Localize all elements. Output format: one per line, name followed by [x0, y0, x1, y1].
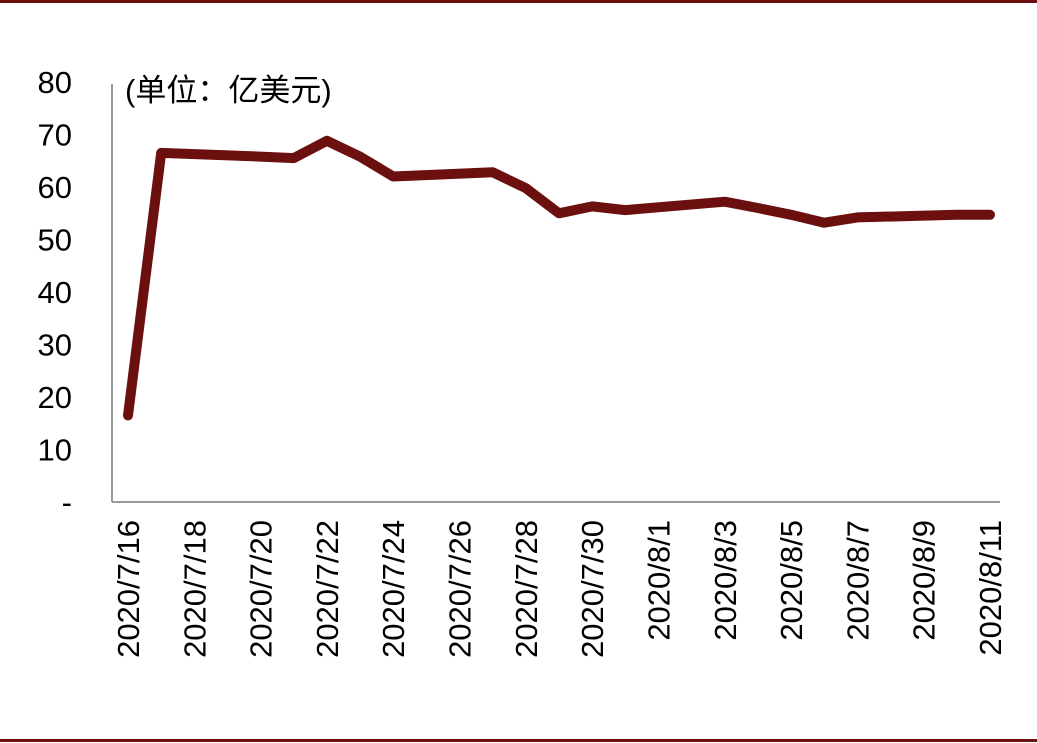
- y-tick-label: -: [62, 485, 72, 520]
- x-tick-label: 2020/7/24: [376, 520, 411, 658]
- x-tick-label: 2020/7/28: [509, 520, 544, 658]
- x-tick-label: 2020/7/30: [575, 520, 610, 658]
- unit-label: (单位：亿美元): [125, 73, 332, 108]
- x-tick-label: 2020/8/5: [774, 520, 809, 641]
- y-tick-label: 20: [38, 380, 72, 415]
- y-tick-labels: - 10 20 30 40 50 60 70 80: [38, 65, 72, 520]
- y-tick-label: 30: [38, 328, 72, 363]
- y-tick-label: 10: [38, 433, 72, 468]
- x-tick-label: 2020/7/26: [443, 520, 478, 658]
- x-tick-label: 2020/8/9: [907, 520, 942, 641]
- y-tick-label: 80: [38, 65, 72, 100]
- top-rule: [0, 0, 1037, 3]
- y-tick-label: 60: [38, 170, 72, 205]
- x-tick-label: 2020/7/22: [310, 520, 345, 658]
- series-group: [123, 135, 995, 421]
- series-line: [123, 135, 995, 421]
- y-tick-label: 40: [38, 275, 72, 310]
- x-tick-label: 2020/7/18: [177, 520, 212, 658]
- x-tick-label: 2020/7/20: [244, 520, 279, 658]
- y-tick-label: 70: [38, 118, 72, 153]
- x-tick-label: 2020/8/1: [641, 520, 676, 641]
- x-tick-label: 2020/7/16: [111, 520, 146, 658]
- x-tick-label: 2020/8/7: [840, 520, 875, 641]
- x-tick-label: 2020/8/3: [708, 520, 743, 641]
- x-tick-labels: 2020/7/16 2020/7/18 2020/7/20 2020/7/22 2020…: [111, 520, 1008, 658]
- x-tick-label: 2020/8/11: [973, 520, 1008, 656]
- bottom-rule: [0, 739, 1037, 742]
- y-tick-label: 50: [38, 223, 72, 258]
